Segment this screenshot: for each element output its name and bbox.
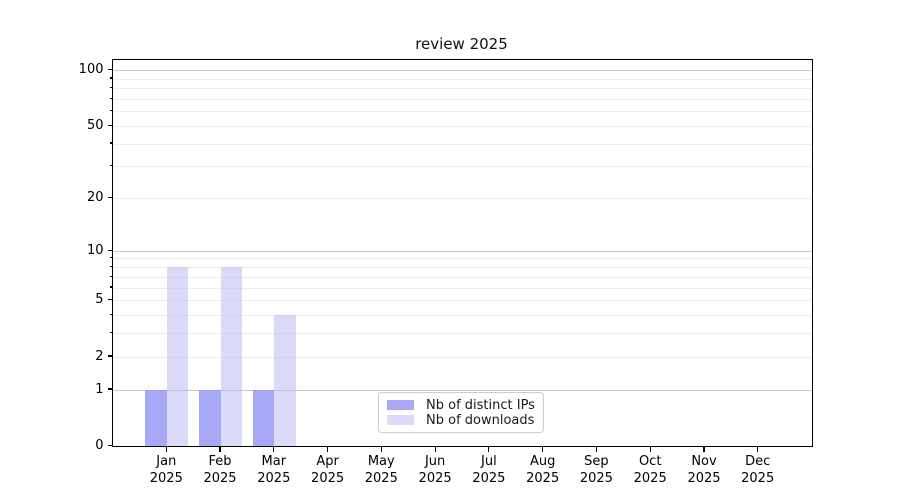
y-axis-minor-tick bbox=[109, 275, 113, 277]
legend-swatch-downloads bbox=[387, 415, 414, 425]
gridline-minor bbox=[113, 125, 812, 127]
bar-distinct-ips bbox=[199, 389, 221, 446]
x-axis-tick-label: Apr 2025 bbox=[311, 453, 345, 486]
x-axis-tick bbox=[380, 446, 382, 452]
gridline-minor bbox=[113, 276, 812, 278]
legend-item-label: Nb of downloads bbox=[426, 412, 535, 428]
y-axis-tick-label: 2 bbox=[95, 348, 104, 364]
gridline-major bbox=[113, 70, 812, 71]
gridline-minor bbox=[113, 356, 812, 358]
x-axis-tick-label: May 2025 bbox=[364, 453, 398, 486]
x-axis-tick bbox=[703, 446, 705, 452]
gridline-minor bbox=[113, 88, 812, 89]
y-axis-minor-tick bbox=[109, 97, 113, 99]
gridline-minor bbox=[113, 287, 812, 289]
bar-downloads bbox=[274, 314, 296, 446]
gridline-minor bbox=[113, 258, 812, 260]
y-axis-minor-tick bbox=[109, 332, 113, 334]
x-axis-tick-label: Jun 2025 bbox=[418, 453, 452, 486]
y-axis-tick bbox=[107, 444, 113, 447]
y-axis-minor-tick bbox=[109, 313, 113, 315]
y-axis-tick bbox=[107, 249, 113, 251]
x-axis-tick-label: Aug 2025 bbox=[526, 453, 560, 486]
y-axis-minor-tick bbox=[109, 165, 113, 167]
legend-item: Nb of distinct IPs bbox=[387, 397, 535, 413]
y-axis-minor-tick bbox=[109, 142, 113, 144]
y-axis-tick-label: 1 bbox=[95, 381, 104, 397]
x-axis-tick-label: Jul 2025 bbox=[472, 453, 506, 486]
x-axis-tick-label: Feb 2025 bbox=[203, 453, 237, 486]
y-axis-tick-label: 100 bbox=[78, 62, 104, 77]
x-axis-tick-label: Mar 2025 bbox=[257, 453, 291, 486]
x-axis-tick bbox=[219, 446, 221, 452]
x-axis-tick bbox=[434, 446, 436, 452]
legend-item-label: Nb of distinct IPs bbox=[426, 397, 535, 413]
bar-distinct-ips bbox=[145, 389, 167, 446]
gridline-minor bbox=[113, 314, 812, 316]
x-axis-tick-label: Sep 2025 bbox=[579, 453, 613, 486]
bar-downloads bbox=[166, 267, 189, 446]
chart-title: review 2025 bbox=[415, 35, 508, 53]
y-axis-tick-label: 5 bbox=[95, 292, 104, 307]
y-axis-minor-tick bbox=[109, 257, 113, 259]
legend-item: Nb of downloads bbox=[387, 412, 535, 428]
y-axis-tick-label: 10 bbox=[86, 242, 104, 258]
y-axis-tick bbox=[107, 388, 113, 390]
x-axis-tick bbox=[273, 446, 275, 452]
x-axis-tick bbox=[327, 446, 329, 452]
gridline-minor bbox=[113, 111, 812, 113]
y-axis-tick bbox=[107, 355, 113, 357]
x-axis-tick-label: Dec 2025 bbox=[741, 453, 775, 486]
y-axis-minor-tick bbox=[109, 286, 113, 288]
y-axis-tick bbox=[107, 196, 113, 199]
x-axis-tick bbox=[165, 446, 167, 452]
y-axis-minor-tick bbox=[109, 110, 113, 112]
gridline-minor bbox=[113, 333, 812, 335]
y-axis-minor-tick bbox=[109, 265, 113, 268]
x-axis-tick bbox=[488, 446, 490, 452]
y-axis-tick bbox=[107, 68, 113, 71]
gridline-minor bbox=[113, 267, 812, 268]
x-axis-tick bbox=[542, 446, 544, 452]
x-axis-tick-label: Nov 2025 bbox=[687, 453, 721, 486]
x-axis-tick-label: Oct 2025 bbox=[633, 453, 667, 486]
y-axis-tick-label: 20 bbox=[86, 190, 104, 205]
bar-downloads bbox=[220, 267, 242, 446]
x-axis-tick bbox=[757, 446, 759, 452]
gridline-minor bbox=[113, 78, 812, 80]
gridline-minor bbox=[113, 198, 812, 199]
legend: Nb of distinct IPs Nb of downloads bbox=[378, 392, 544, 433]
y-axis-tick bbox=[107, 298, 113, 301]
y-axis-tick-label: 50 bbox=[86, 117, 104, 133]
gridline-major bbox=[113, 389, 812, 391]
y-axis-minor-tick bbox=[109, 77, 113, 79]
plot-area bbox=[112, 59, 813, 447]
x-axis-tick bbox=[595, 446, 597, 452]
y-axis-tick bbox=[107, 124, 113, 126]
gridline-minor bbox=[113, 300, 812, 301]
bar-distinct-ips bbox=[252, 389, 275, 446]
x-axis-tick bbox=[649, 446, 651, 452]
y-axis-tick-label: 0 bbox=[95, 438, 104, 453]
gridline-minor bbox=[113, 98, 812, 100]
gridline-major bbox=[113, 250, 812, 252]
y-axis-minor-tick bbox=[109, 86, 113, 89]
gridline-minor bbox=[113, 166, 812, 168]
x-axis-tick-label: Jan 2025 bbox=[149, 453, 183, 486]
gridline-minor bbox=[113, 143, 812, 145]
legend-swatch-distinct-ips bbox=[387, 400, 414, 410]
